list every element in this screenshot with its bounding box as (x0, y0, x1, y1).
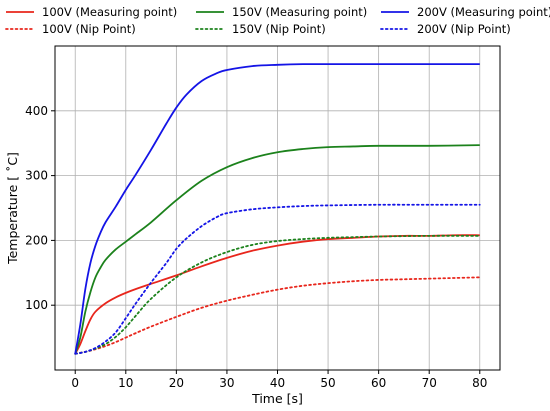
x-tick-label: 0 (71, 376, 79, 390)
y-tick-label: 100 (25, 298, 48, 312)
x-tick-label: 80 (472, 376, 487, 390)
x-tick-label: 70 (422, 376, 437, 390)
y-axis-label: Temperature [ ˚C] (5, 152, 20, 265)
series-lines (74, 63, 481, 355)
x-axis-label: Time [s] (251, 391, 303, 406)
axis-ticks: 0 10 20 30 40 50 60 70 80 100 200 300 400 (25, 104, 487, 390)
legend: 100V (Measuring point) 100V (Nip Point) 15… (5, 5, 550, 36)
y-tick-label: 300 (25, 169, 48, 183)
legend-label-0: 100V (Measuring point) (42, 5, 177, 19)
legend-label-5: 200V (Nip Point) (417, 22, 511, 36)
x-tick-label: 40 (270, 376, 285, 390)
x-tick-label: 30 (219, 376, 234, 390)
x-tick-label: 50 (320, 376, 335, 390)
legend-label-1: 100V (Nip Point) (42, 22, 136, 36)
series-line-3 (74, 234, 481, 355)
legend-label-2: 150V (Measuring point) (232, 5, 367, 19)
x-tick-label: 60 (371, 376, 386, 390)
legend-label-4: 200V (Measuring point) (417, 5, 550, 19)
series-line-4 (74, 63, 480, 354)
series-line-1 (74, 276, 481, 355)
legend-label-3: 150V (Nip Point) (232, 22, 326, 36)
x-tick-label: 10 (118, 376, 133, 390)
x-tick-label: 20 (169, 376, 184, 390)
series-line-5 (74, 203, 481, 355)
series-line-2 (74, 144, 480, 355)
y-tick-label: 200 (25, 233, 48, 247)
y-tick-label: 400 (25, 104, 48, 118)
